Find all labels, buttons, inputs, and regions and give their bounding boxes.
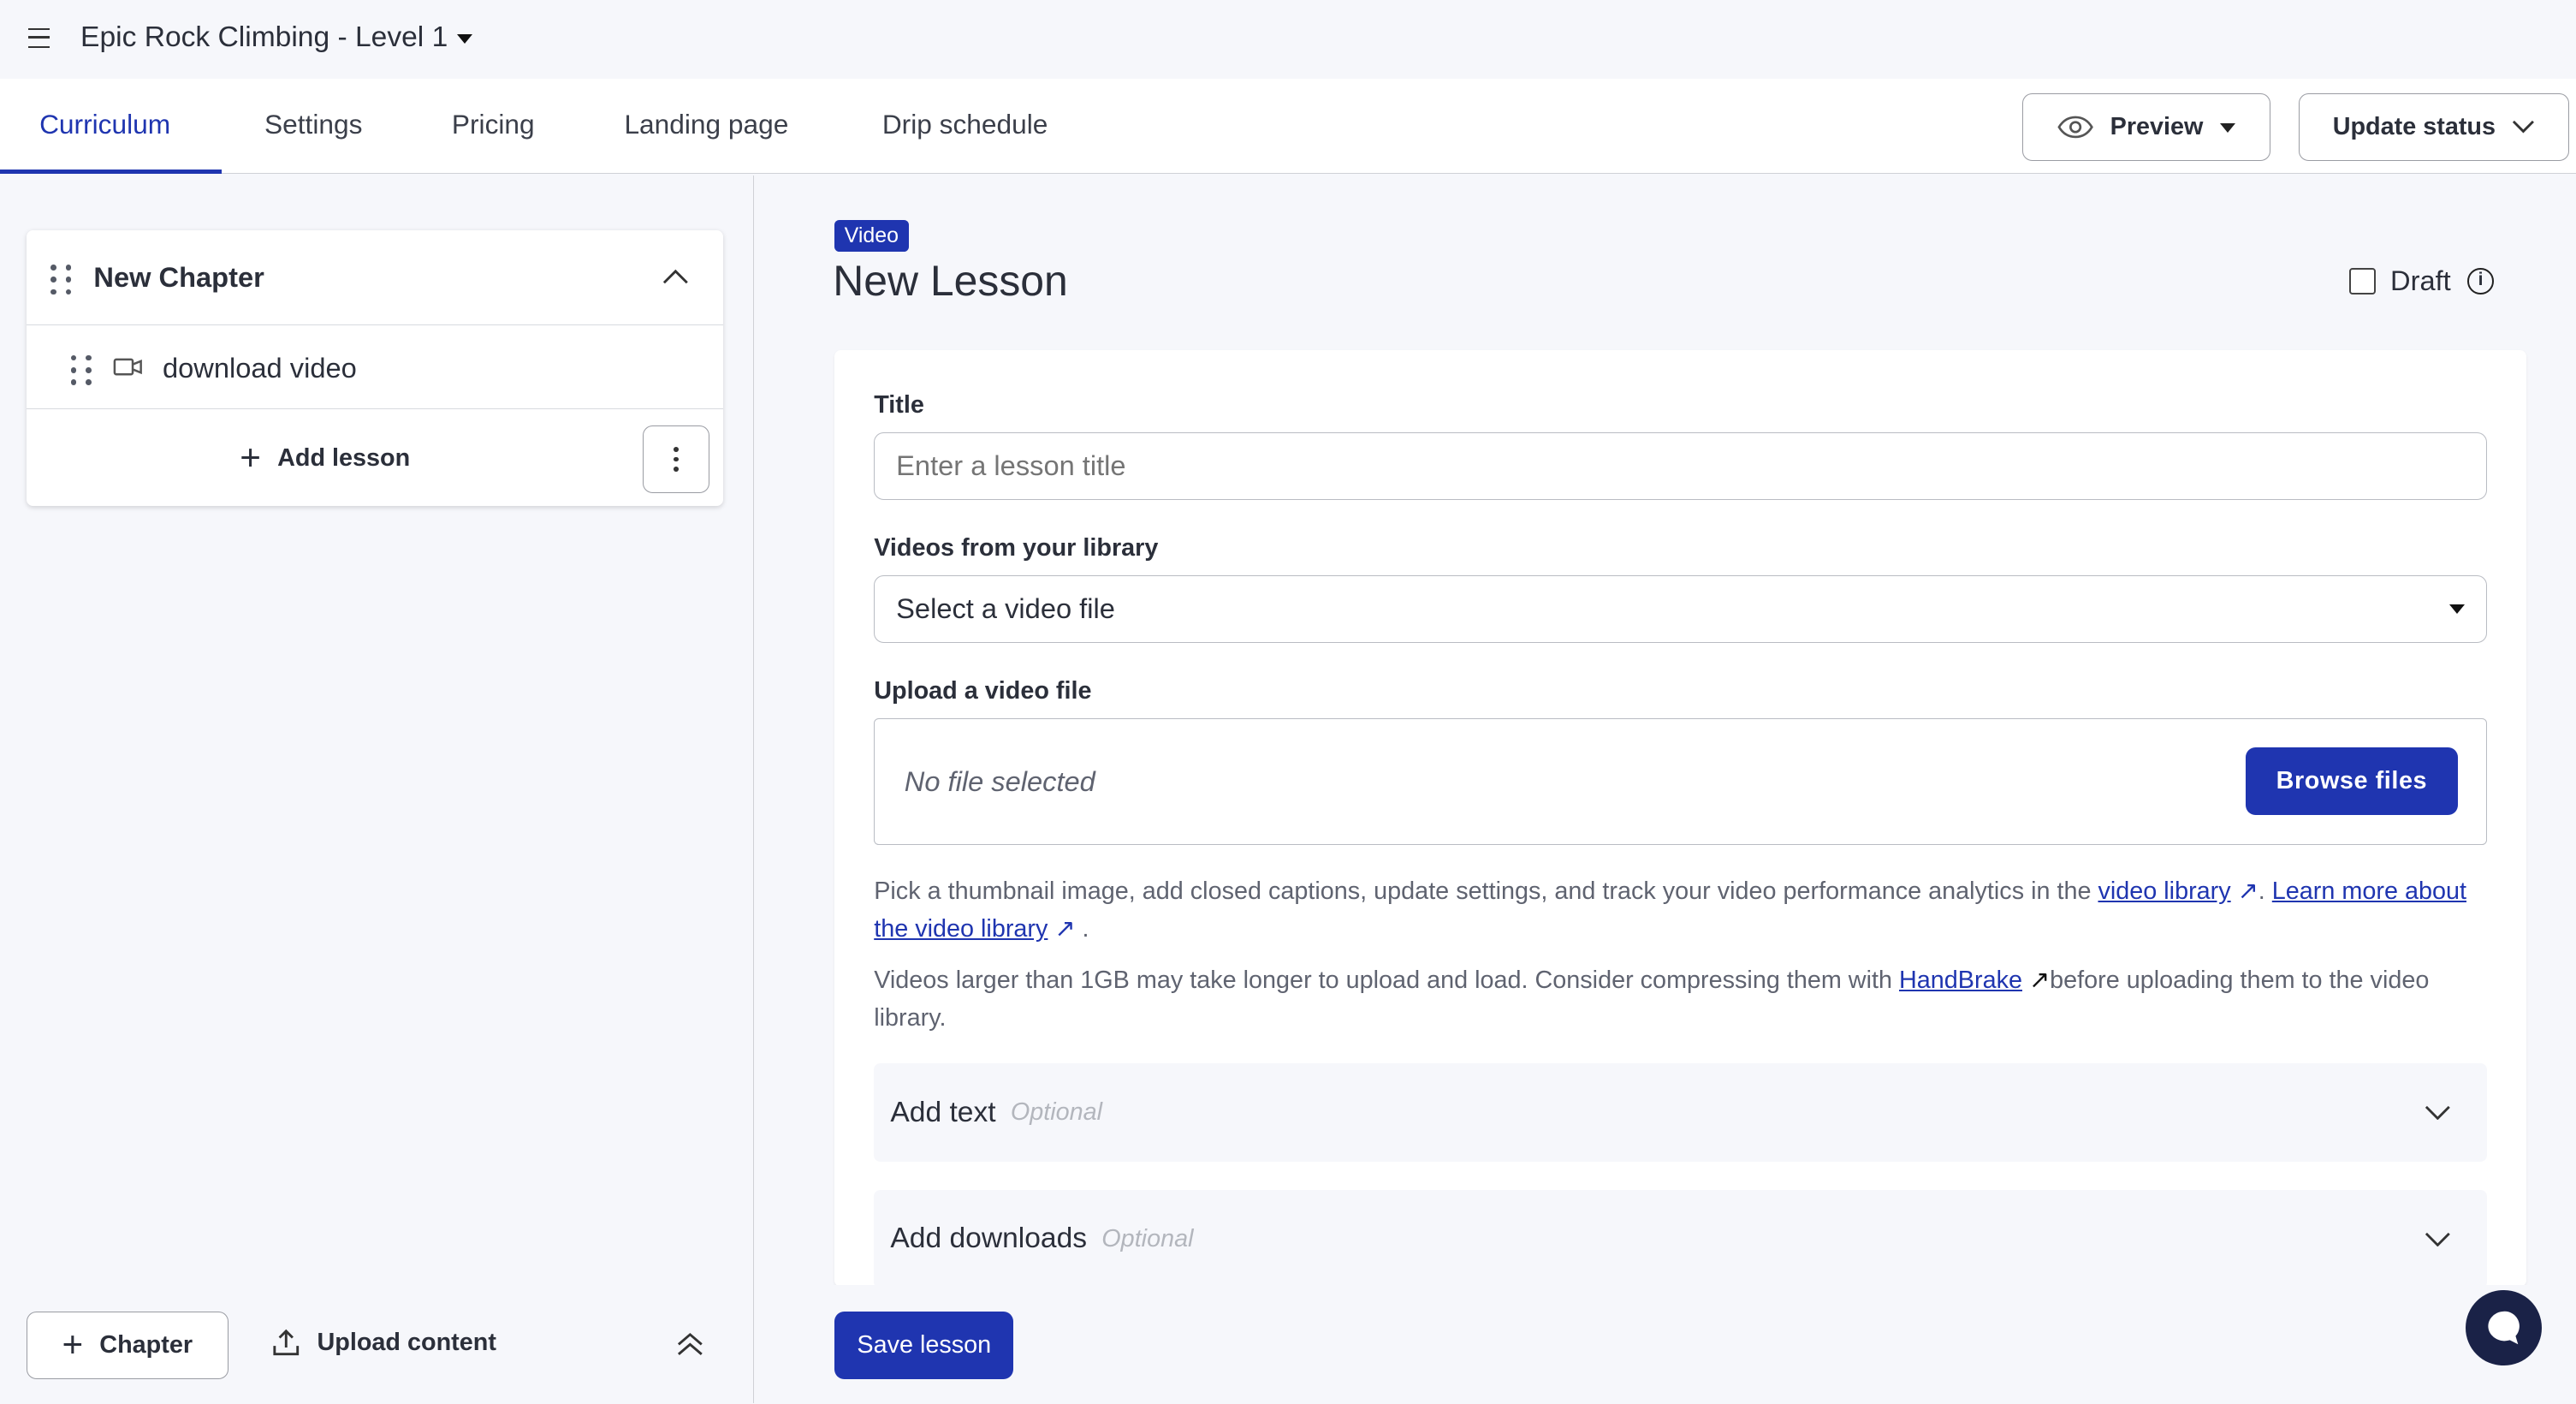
lesson-item[interactable]: download video: [26, 325, 723, 409]
course-title[interactable]: Epic Rock Climbing - Level 1: [80, 21, 448, 53]
caret-down-icon: [2449, 604, 2466, 622]
file-upload-box[interactable]: No file selected: [874, 717, 2488, 845]
add-text-label: Add text: [890, 1096, 996, 1128]
file-size-help: Videos larger than 1GB may take longer t…: [874, 961, 2492, 1037]
eye-icon: [2057, 116, 2094, 139]
preview-label: Preview: [2110, 113, 2204, 141]
add-lesson-button[interactable]: + Add lesson: [240, 440, 410, 476]
add-chapter-button[interactable]: + Chapter: [26, 1311, 229, 1379]
tab-curriculum[interactable]: Curriculum: [39, 108, 171, 140]
save-lesson-label: Save lesson: [857, 1330, 992, 1359]
info-icon[interactable]: i: [2467, 267, 2494, 294]
upload-content-label: Upload content: [317, 1328, 496, 1356]
caret-down-icon[interactable]: [456, 34, 472, 51]
active-tab-indicator: [0, 169, 223, 175]
preview-button[interactable]: Preview: [2022, 93, 2270, 162]
help-text: Videos larger than 1GB may take longer t…: [874, 966, 1899, 994]
external-link-icon: ↗: [1054, 915, 1076, 943]
draft-label: Draft: [2390, 265, 2451, 297]
optional-label: Optional: [1010, 1098, 1103, 1127]
lesson-type-badge: Video: [834, 220, 909, 252]
video-library-help: Pick a thumbnail image, add closed capti…: [874, 872, 2492, 948]
upload-label: Upload a video file: [874, 676, 1092, 705]
video-library-select[interactable]: Select a video file: [874, 574, 2488, 643]
chapter-button-label: Chapter: [99, 1330, 193, 1359]
collapse-all-icon[interactable]: [677, 1331, 703, 1358]
optional-label: Optional: [1101, 1224, 1194, 1252]
plus-icon: +: [240, 437, 261, 479]
title-input[interactable]: [874, 431, 2488, 500]
browse-files-button[interactable]: Browse files: [2246, 747, 2458, 816]
upload-content-button[interactable]: Upload content: [271, 1328, 496, 1358]
upload-icon: [273, 1329, 299, 1356]
footer-bar: [754, 1285, 2576, 1404]
lesson-title: download video: [163, 351, 357, 384]
chevron-down-icon: [2425, 1105, 2451, 1121]
external-link-icon: ↗: [2029, 966, 2051, 994]
tab-drip-schedule[interactable]: Drip schedule: [881, 108, 1048, 140]
handbrake-link[interactable]: HandBrake: [1899, 966, 2022, 994]
add-downloads-accordion[interactable]: Add downloads Optional: [874, 1189, 2488, 1288]
browse-files-label: Browse files: [2276, 767, 2428, 795]
caret-down-icon: [2219, 122, 2235, 140]
chat-button[interactable]: [2466, 1289, 2542, 1366]
chevron-down-icon: [2425, 1232, 2451, 1246]
plus-icon: +: [62, 1324, 84, 1365]
tab-pricing[interactable]: Pricing: [451, 108, 535, 140]
save-lesson-button[interactable]: Save lesson: [834, 1311, 1014, 1379]
add-text-accordion[interactable]: Add text Optional: [874, 1062, 2488, 1163]
chevron-down-icon: [2513, 121, 2535, 134]
drag-handle-icon[interactable]: [70, 354, 92, 386]
update-status-label: Update status: [2332, 113, 2496, 141]
hamburger-menu-icon[interactable]: [27, 27, 50, 48]
tab-bar: Curriculum Settings Pricing Landing page…: [0, 79, 2576, 175]
help-text: .: [1082, 915, 1089, 943]
external-link-icon: ↗: [2237, 878, 2258, 906]
chapter-card: New Chapter download video + Add lesson: [26, 229, 723, 507]
add-downloads-label: Add downloads: [890, 1223, 1088, 1255]
more-options-button[interactable]: [642, 425, 710, 493]
drag-handle-icon[interactable]: [50, 265, 72, 295]
draft-checkbox[interactable]: [2349, 267, 2376, 294]
top-bar: Epic Rock Climbing - Level 1: [0, 0, 2576, 80]
chapter-title: New Chapter: [93, 261, 264, 294]
title-label: Title: [874, 390, 924, 419]
video-select-value: Select a video file: [896, 592, 1115, 625]
chat-bubble-icon: [2488, 1311, 2520, 1345]
chapter-header[interactable]: New Chapter: [26, 230, 723, 326]
video-camera-icon: [114, 359, 143, 376]
video-library-link[interactable]: video library: [2098, 878, 2231, 906]
help-text: before uploading them to the video libra…: [874, 966, 2430, 1032]
library-label: Videos from your library: [874, 533, 1159, 562]
chevron-up-icon[interactable]: [662, 268, 689, 284]
add-lesson-label: Add lesson: [277, 444, 411, 473]
no-file-text: No file selected: [904, 764, 1095, 797]
help-text: .: [2258, 878, 2272, 906]
tab-settings[interactable]: Settings: [264, 108, 363, 140]
lesson-heading: New Lesson: [833, 257, 1068, 306]
tab-landing-page[interactable]: Landing page: [624, 108, 789, 140]
update-status-button[interactable]: Update status: [2298, 93, 2570, 162]
learn-more-link[interactable]: Learn more about the video library: [874, 878, 2466, 943]
help-text: Pick a thumbnail image, add closed capti…: [874, 878, 2098, 906]
